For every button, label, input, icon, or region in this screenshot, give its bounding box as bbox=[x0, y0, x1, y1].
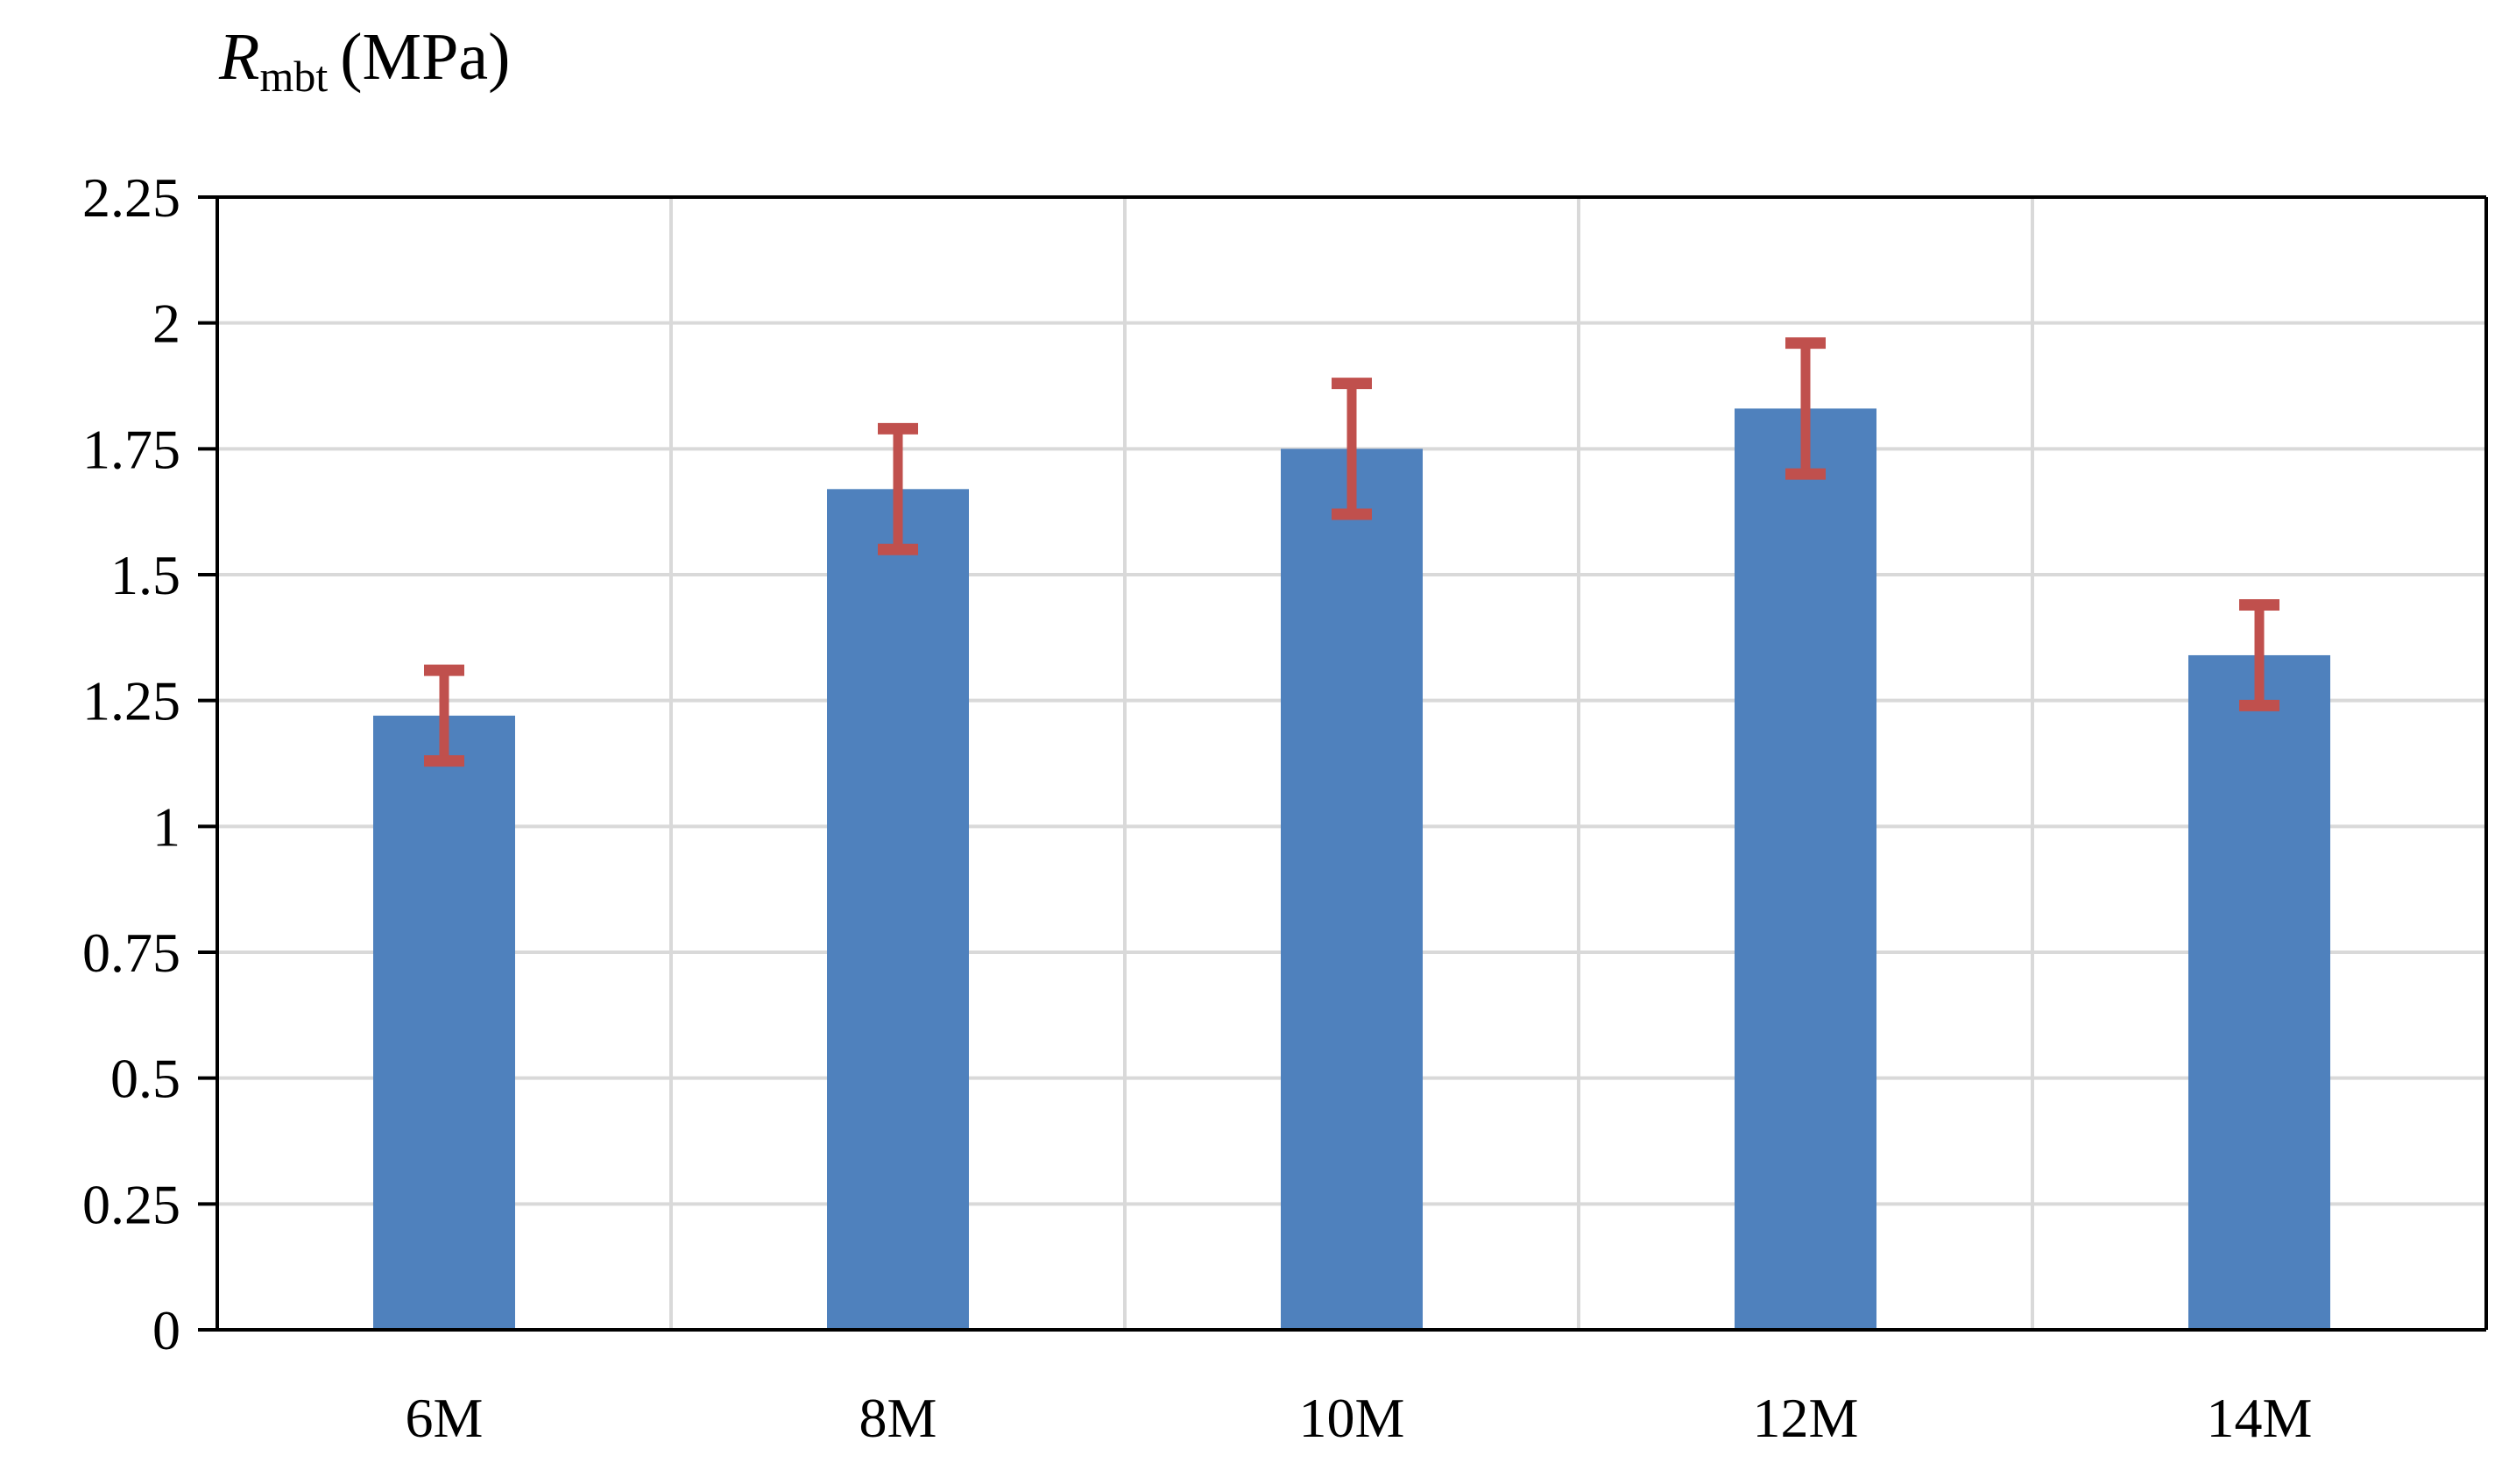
y-tick-label: 0 bbox=[152, 1299, 180, 1361]
y-tick-label: 1 bbox=[152, 795, 180, 858]
bar-8M bbox=[827, 489, 969, 1330]
bars bbox=[373, 408, 2330, 1330]
bar-6M bbox=[373, 715, 515, 1330]
x-category-label: 10M bbox=[1299, 1387, 1405, 1449]
x-category-label: 6M bbox=[406, 1387, 484, 1449]
y-tick-label: 1.25 bbox=[82, 670, 180, 732]
y-tick-label: 1.5 bbox=[110, 544, 180, 606]
y-tick-label: 2 bbox=[152, 293, 180, 355]
x-category-label: 8M bbox=[859, 1387, 937, 1449]
axes bbox=[198, 195, 2488, 1332]
error-bars bbox=[424, 337, 2279, 767]
bar-10M bbox=[1281, 449, 1423, 1330]
y-tick-label: 0.75 bbox=[82, 922, 180, 984]
y-tick-label: 0.5 bbox=[110, 1048, 180, 1110]
x-category-label: 14M bbox=[2207, 1387, 2313, 1449]
x-category-label: 12M bbox=[1753, 1387, 1859, 1449]
y-axis-title: Rmbt (MPa) bbox=[218, 20, 510, 101]
y-axis-subscript: mbt bbox=[259, 52, 328, 101]
y-tick-label: 2.25 bbox=[82, 166, 180, 229]
y-axis-symbol: R bbox=[218, 20, 259, 94]
y-axis-unit: (MPa) bbox=[340, 20, 510, 94]
bar-12M bbox=[1735, 408, 1876, 1330]
y-tick-label: 0.25 bbox=[82, 1173, 180, 1235]
tick-labels: 0 0.25 0.5 0.75 1 1.25 1.5 1.75 2 2.25 6M 8M 10M 12M 1… bbox=[82, 166, 2312, 1449]
bar-14M bbox=[2188, 654, 2330, 1330]
y-tick-label: 1.75 bbox=[82, 418, 180, 480]
